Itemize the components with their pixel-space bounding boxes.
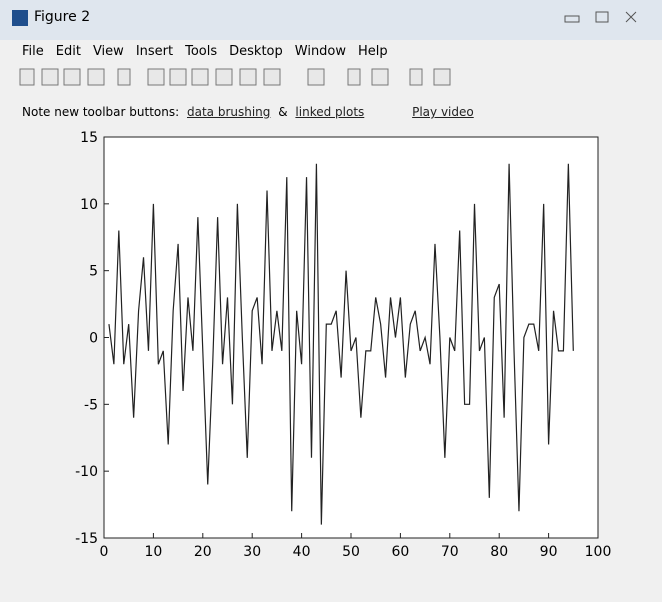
link[interactable]: data brushing	[186, 105, 271, 119]
minimize[interactable]	[564, 15, 580, 23]
notice-bar: Note new toolbar buttons: data brushing …	[22, 105, 478, 119]
x-tick-label: 100	[585, 544, 612, 560]
y-tick-label: 0	[89, 331, 98, 347]
y-tick-label: -10	[75, 464, 98, 480]
y-tick-label: -5	[84, 397, 98, 413]
x-tick-label: 20	[194, 544, 212, 560]
window-title: Figure 2	[34, 9, 91, 25]
amp: &	[278, 105, 288, 119]
y-tick-label: -15	[75, 531, 98, 547]
window-icons	[12, 10, 637, 26]
link[interactable]: Play video	[412, 105, 474, 119]
menu-item[interactable]: Help	[358, 44, 388, 59]
menu-item[interactable]: Window	[294, 44, 347, 59]
menu-item[interactable]: Tools	[185, 44, 218, 59]
x-tick-label: 90	[540, 544, 558, 560]
toolbar	[19, 68, 451, 86]
data-line	[108, 163, 574, 525]
menu-bar: File Edit View Insert Tools Desktop Window Help	[22, 44, 388, 59]
chart: 0 10 20 30 40 50 60 70 80 90 100 -15 -10 -5 0 5 10 15	[75, 130, 612, 560]
x-tick-label: 70	[441, 544, 459, 560]
notice-text: Note new toolbar buttons:	[22, 105, 180, 119]
x-tick-label: 80	[490, 544, 508, 560]
menu-item[interactable]: Desktop	[229, 44, 283, 59]
menu-item[interactable]: File	[22, 44, 44, 59]
menu-item[interactable]: Insert	[135, 44, 174, 59]
title-bar: Figure 2	[0, 0, 662, 40]
y-tick-label: 5	[89, 264, 98, 280]
x-tick-label: 10	[144, 544, 162, 560]
menu-item[interactable]: View	[92, 44, 124, 59]
y-tick-label: 10	[80, 197, 98, 213]
link[interactable]: linked plots	[295, 105, 365, 119]
x-tick-label: 30	[243, 544, 261, 560]
x-tick-label: 60	[391, 544, 409, 560]
x-tick-label: 50	[342, 544, 360, 560]
close[interactable]	[625, 11, 637, 23]
x-tick-label: 40	[293, 544, 311, 560]
app-icon	[12, 10, 28, 26]
maximize[interactable]	[595, 11, 609, 23]
x-tick-label: 0	[100, 544, 109, 560]
y-tick-label: 15	[80, 130, 98, 146]
menu-item[interactable]: Edit	[55, 44, 81, 59]
